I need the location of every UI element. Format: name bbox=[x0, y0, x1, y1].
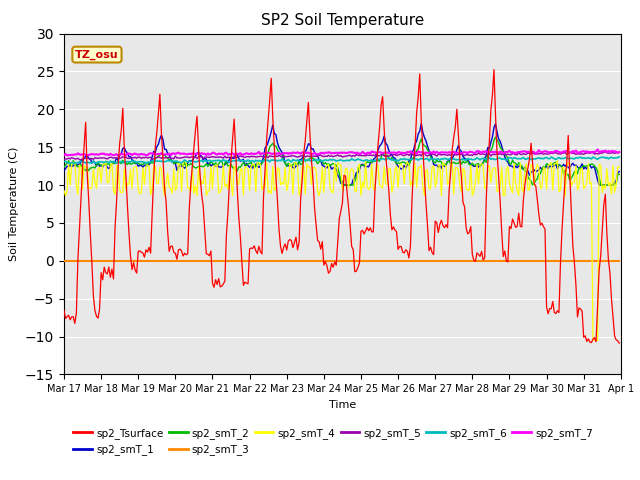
Text: TZ_osu: TZ_osu bbox=[75, 49, 119, 60]
Legend: sp2_Tsurface, sp2_smT_1, sp2_smT_2, sp2_smT_3, sp2_smT_4, sp2_smT_5, sp2_smT_6, : sp2_Tsurface, sp2_smT_1, sp2_smT_2, sp2_… bbox=[69, 424, 597, 459]
Title: SP2 Soil Temperature: SP2 Soil Temperature bbox=[260, 13, 424, 28]
X-axis label: Time: Time bbox=[329, 400, 356, 409]
Y-axis label: Soil Temperature (C): Soil Temperature (C) bbox=[10, 147, 19, 261]
